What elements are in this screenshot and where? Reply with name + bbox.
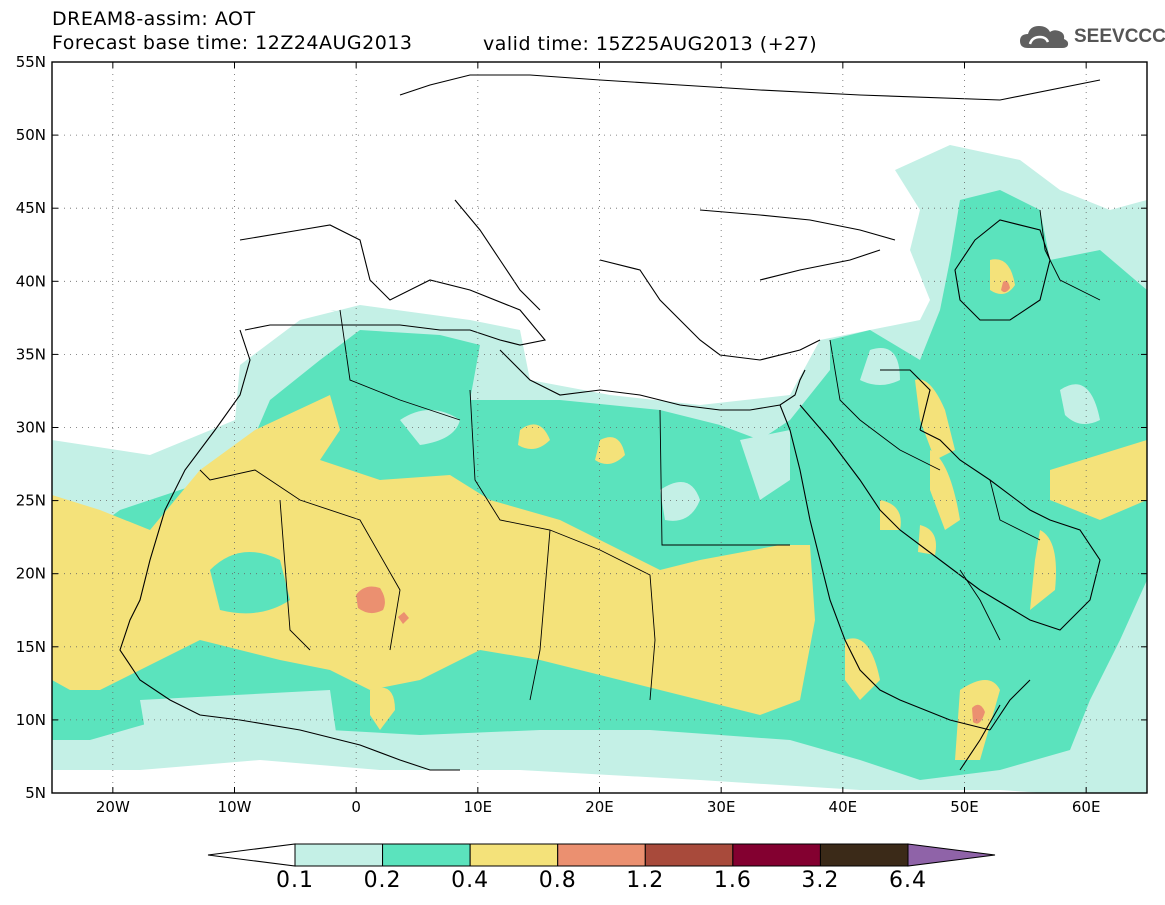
lat-label: 5N xyxy=(25,784,46,802)
lon-label: 10E xyxy=(464,798,493,816)
lon-label: 40E xyxy=(829,798,858,816)
country-borders xyxy=(199,209,1101,701)
lat-label: 20N xyxy=(16,565,46,583)
lon-label: 60E xyxy=(1072,798,1101,816)
legend-level-label: 0.4 xyxy=(451,868,490,893)
lon-label: 10W xyxy=(218,798,252,816)
legend-level-label: 3.2 xyxy=(801,868,840,893)
legend-level-label: 0.2 xyxy=(363,868,402,893)
grid-lines xyxy=(52,62,1147,793)
legend-level-label: 1.6 xyxy=(713,868,752,893)
lat-label: 30N xyxy=(16,419,46,437)
colorbar-box xyxy=(732,843,821,867)
lon-label: 20E xyxy=(585,798,614,816)
coastlines xyxy=(119,74,1101,771)
lon-label: 20W xyxy=(96,798,130,816)
lon-label: 50E xyxy=(950,798,979,816)
colorbar-box xyxy=(294,843,384,867)
longitude-labels: 20W 10W 0 10E 20E 30E 40E 50E 60E xyxy=(96,798,1101,816)
map-title: DREAM8-assim: AOT xyxy=(52,8,256,30)
colorbar-low-arrow xyxy=(207,843,296,867)
lat-label: 40N xyxy=(16,272,46,290)
lat-label: 15N xyxy=(16,638,46,656)
valid-time: valid time: 15Z25AUG2013 (+27) xyxy=(483,33,818,55)
lat-label: 50N xyxy=(16,126,46,144)
lat-label: 55N xyxy=(16,53,46,71)
colorbar-box xyxy=(557,843,646,867)
lat-label: 25N xyxy=(16,492,46,510)
latitude-labels: 55N 50N 45N 40N 35N 30N 25N 20N 15N 10N 5N xyxy=(16,53,46,802)
lat-label: 10N xyxy=(16,711,46,729)
legend-level-label: 0.1 xyxy=(276,868,314,893)
lon-label: 0 xyxy=(351,798,361,816)
legend-level-label: 0.8 xyxy=(538,868,577,893)
colorbar-box xyxy=(469,843,559,867)
seevccc-logo: SEEVCCC xyxy=(1018,22,1165,52)
lat-label: 35N xyxy=(16,345,46,363)
legend-level-label: 6.4 xyxy=(889,868,927,893)
aot-field-yellow xyxy=(52,259,1147,760)
lon-label: 30E xyxy=(707,798,736,816)
colorbar-box xyxy=(644,843,734,867)
colorbar xyxy=(207,843,996,867)
cloud-icon xyxy=(1020,26,1069,48)
legend-level-label: 1.2 xyxy=(626,868,665,893)
logo-text: SEEVCCC xyxy=(1074,26,1165,47)
legend-labels: 0.1 0.2 0.4 0.8 1.2 1.6 3.2 6.4 xyxy=(0,868,1165,898)
forecast-base-time: Forecast base time: 12Z24AUG2013 xyxy=(52,32,413,54)
colorbar-box xyxy=(382,843,471,867)
colorbar-high-arrow xyxy=(907,843,996,867)
lat-label: 45N xyxy=(16,199,46,217)
aot-field-orange xyxy=(356,586,385,614)
colorbar-box xyxy=(819,843,909,867)
